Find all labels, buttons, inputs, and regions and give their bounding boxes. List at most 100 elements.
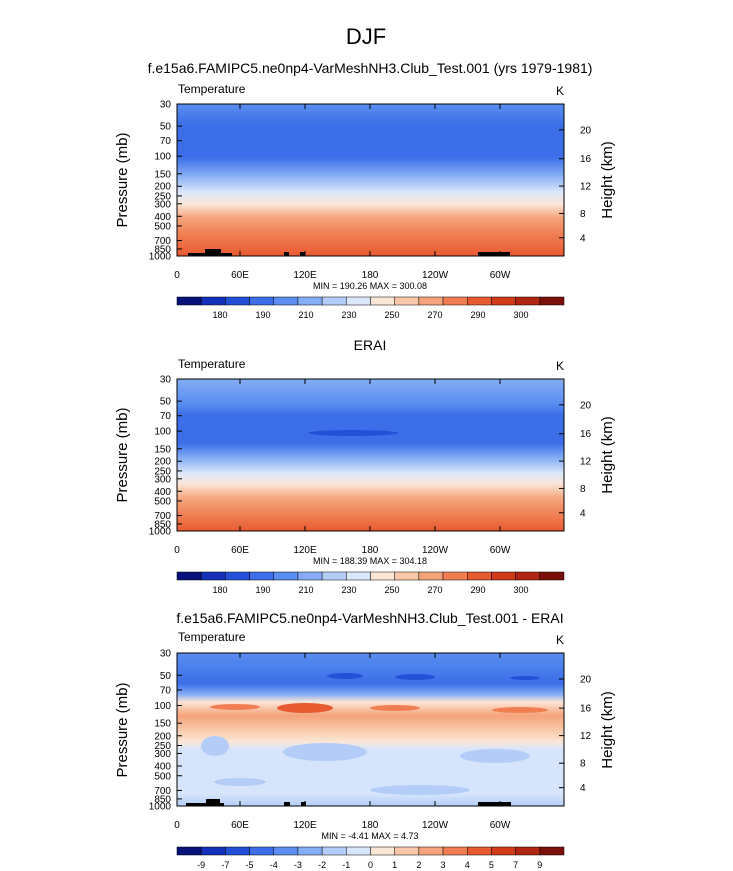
pressure-tick-label: 500 (154, 221, 171, 232)
x-tick-label: 120E (293, 820, 317, 831)
x-tick-label: 120E (293, 545, 317, 556)
colorbar-label: 250 (384, 310, 399, 320)
colorbar-swatch (467, 571, 492, 581)
pressure-tick-label: 100 (154, 152, 171, 163)
colorbar-swatch (321, 296, 347, 306)
colorbar-swatch (200, 296, 226, 306)
pressure-tick-label: 850 (154, 244, 171, 255)
pressure-tick-label: 150 (154, 169, 171, 180)
height-tick-label: 20 (580, 400, 592, 411)
colorbar-swatch (346, 846, 371, 856)
colorbar-label: -3 (294, 860, 302, 870)
colorbar-swatch (249, 296, 274, 306)
panel-erai-colorbar: 180 190 210 230 250 270 290 300 (176, 571, 565, 595)
panel-model-left-label: Temperature (178, 82, 246, 96)
panel-difference-right-label: K (556, 633, 564, 647)
panel-model-field (177, 104, 564, 256)
pressure-tick-label: 200 (154, 182, 171, 193)
pressure-tick-label: 200 (154, 731, 171, 742)
panel-erai-ylabel: Pressure (mb) (114, 407, 131, 502)
pressure-tick-label: 1000 (149, 252, 172, 263)
panel-difference-stats: MIN = -4.41 MAX = 4.73 (321, 831, 418, 841)
panel-erai-height-ticks: 20 16 12 8 4 (559, 400, 592, 519)
x-tick-label: 60W (490, 545, 511, 556)
panel-difference-left-label: Temperature (178, 630, 246, 644)
colorbar-label: 1 (392, 860, 397, 870)
panel-model-terrain (188, 249, 510, 256)
pressure-tick-label: 70 (160, 411, 172, 422)
colorbar-label: 9 (537, 860, 542, 870)
x-tick-label: 180 (362, 270, 379, 281)
colorbar-label: 180 (212, 310, 227, 320)
colorbar-label: 210 (298, 310, 313, 320)
pressure-tick-label: 300 (154, 199, 171, 210)
panel-model-height-ticks: 20 16 12 8 4 (559, 125, 592, 244)
pressure-tick-label: 700 (154, 511, 171, 522)
colorbar-swatch (491, 296, 516, 306)
colorbar-swatch (467, 846, 492, 856)
colorbar-label: -5 (246, 860, 254, 870)
panel-difference-title: f.e15a6.FAMIPC5.ne0np4-VarMeshNH3.Club_T… (176, 610, 563, 626)
pressure-tick-label: 50 (160, 122, 172, 133)
x-tick-label: 120E (293, 270, 317, 281)
pressure-tick-label: 150 (154, 444, 171, 455)
colorbar-swatch (176, 296, 202, 306)
colorbar-label: 290 (470, 585, 485, 595)
panel-model-y2label: Height (km) (599, 141, 616, 219)
colorbar-label: 210 (298, 585, 313, 595)
panel-model-ylabel: Pressure (mb) (114, 132, 131, 227)
pressure-tick-label: 50 (160, 397, 172, 408)
colorbar-swatch (321, 571, 347, 581)
colorbar-label: 7 (513, 860, 518, 870)
panel-difference-colorbar: -9 -7 -5 -4 -3 -2 -1 0 1 2 3 4 5 7 9 (176, 846, 565, 870)
panel-erai-left-label: Temperature (178, 357, 246, 371)
colorbar-swatch (249, 571, 274, 581)
panel-difference-ylabel: Pressure (mb) (114, 682, 131, 777)
height-tick-label: 16 (580, 704, 592, 715)
x-tick-label: 60E (231, 820, 249, 831)
pressure-tick-label: 500 (154, 771, 171, 782)
colorbar-swatch (249, 846, 274, 856)
colorbar-swatch (418, 846, 444, 856)
colorbar-label: 2 (416, 860, 421, 870)
pressure-tick-label: 30 (160, 649, 172, 660)
height-tick-label: 8 (580, 484, 586, 495)
colorbar-swatch (297, 296, 323, 306)
panel-model-stats: MIN = 190.26 MAX = 300.08 (313, 281, 427, 291)
colorbar-swatch (273, 846, 299, 856)
height-tick-label: 20 (580, 125, 592, 136)
colorbar-label: 230 (341, 310, 356, 320)
height-tick-label: 16 (580, 429, 592, 440)
pressure-tick-label: 70 (160, 685, 172, 696)
page-title: DJF (346, 24, 386, 49)
colorbar-label: 3 (441, 860, 446, 870)
colorbar-label: 180 (212, 585, 227, 595)
colorbar-swatch (200, 846, 226, 856)
colorbar-swatch (200, 571, 226, 581)
colorbar-label: 300 (513, 585, 528, 595)
colorbar-swatch (539, 571, 565, 581)
pressure-tick-label: 700 (154, 786, 171, 797)
colorbar-swatch (442, 571, 468, 581)
panel-erai: ERAI Temperature K 305070100150200250300… (114, 337, 616, 595)
x-tick-label: 60W (490, 270, 511, 281)
colorbar-swatch (346, 571, 371, 581)
colorbar-label: 190 (255, 585, 270, 595)
colorbar-swatch (225, 571, 250, 581)
pressure-tick-label: 400 (154, 762, 171, 773)
pressure-tick-label: 30 (160, 100, 172, 111)
panel-erai-cold-core (308, 430, 398, 436)
colorbar-label: 300 (513, 310, 528, 320)
panel-erai-stats: MIN = 188.39 MAX = 304.18 (313, 556, 427, 566)
colorbar-swatch (321, 846, 347, 856)
pressure-tick-label: 70 (160, 136, 172, 147)
colorbar-swatch (394, 296, 420, 306)
height-tick-label: 8 (580, 209, 586, 220)
colorbar-label: 270 (427, 310, 442, 320)
colorbar-swatch (273, 296, 299, 306)
colorbar-swatch (297, 571, 323, 581)
colorbar-swatch (225, 296, 250, 306)
colorbar-label: -2 (318, 860, 326, 870)
